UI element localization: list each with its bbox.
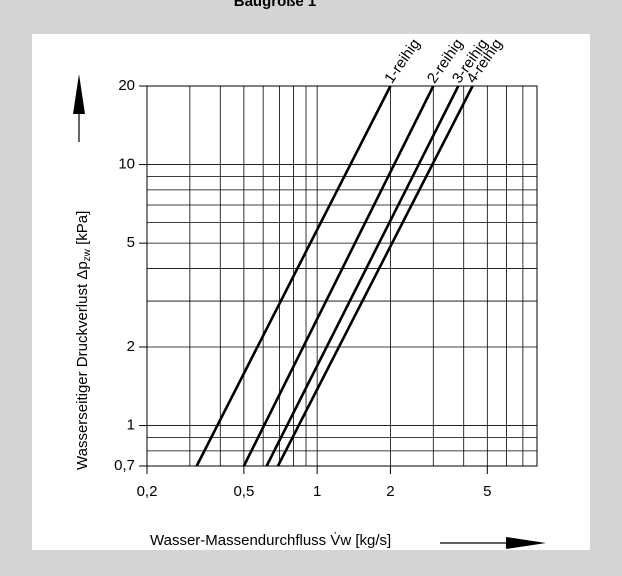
y-label-unit: [kPa] [74,211,91,249]
x-tick-label: 1 [313,483,321,500]
x-arrow-head [506,537,546,549]
y-tick-label: 20 [118,77,135,94]
y-axis-label: Wasserseitiger Druckverlust Δpzw [kPa] [74,211,93,470]
x-tick-label: 2 [386,483,394,500]
x-tick-label: 5 [483,483,491,500]
line [242,85,435,467]
y-tick-label: 5 [127,234,135,251]
plot-frame [146,85,538,467]
y-tick-label: 2 [127,338,135,355]
line [265,85,460,467]
y-label-main: Wasserseitiger Druckverlust Δp [74,261,91,470]
line [276,85,474,467]
chart-title: Baugröße 1 [234,0,317,10]
x-axis-label: Wasser-Massendurchfluss V̇w [kg/s] [150,532,391,549]
line [195,85,392,467]
y-tick-label: 10 [118,156,135,173]
y-arrow-head [73,74,85,114]
panel [32,34,590,550]
x-tick-label: 0,5 [233,483,254,500]
y-tick-label: 1 [127,417,135,434]
y-tick-label: 0,7 [114,457,135,474]
y-label-sub: zw [82,248,93,261]
x-tick-label: 0,2 [137,483,158,500]
